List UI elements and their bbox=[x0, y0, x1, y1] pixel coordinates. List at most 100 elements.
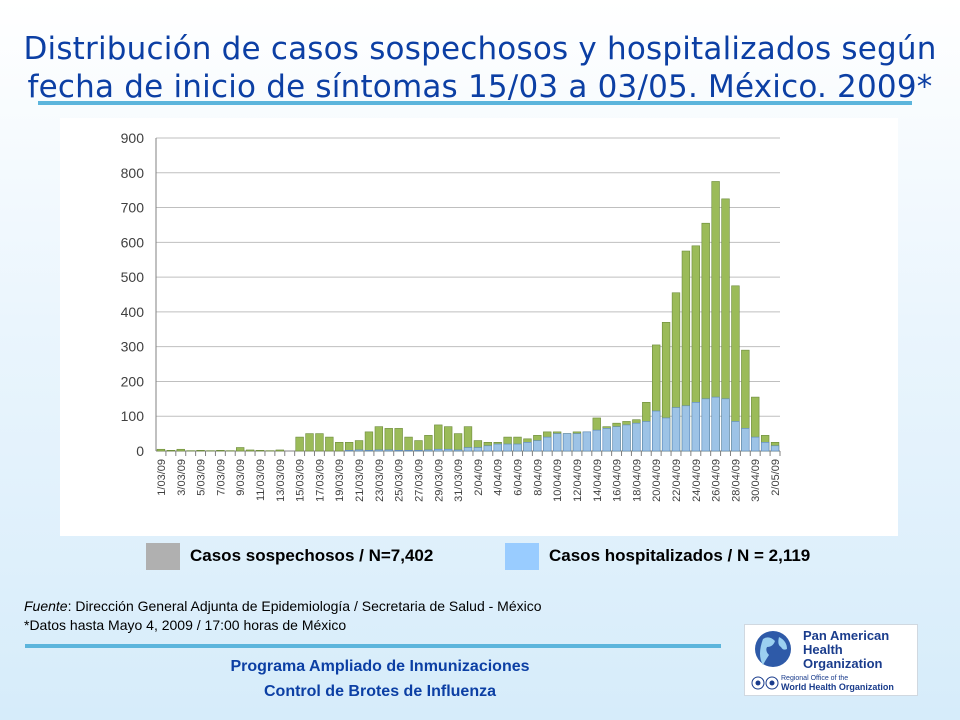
bar-hospitalized bbox=[770, 445, 780, 452]
x-tick-label: 31/03/09 bbox=[453, 459, 465, 502]
bar-hospitalized bbox=[602, 428, 611, 452]
bar-hospitalized bbox=[741, 428, 750, 452]
bar-suspected bbox=[275, 449, 284, 452]
x-tick-label: 23/03/09 bbox=[374, 459, 386, 502]
bar-hospitalized bbox=[701, 398, 710, 452]
bar-hospitalized bbox=[543, 436, 552, 452]
y-tick-label: 800 bbox=[121, 165, 145, 181]
bar-hospitalized bbox=[473, 447, 483, 452]
logo-name-line-1: Pan American bbox=[803, 628, 890, 643]
bar-suspected bbox=[434, 424, 443, 452]
legend-swatch-hospitalized bbox=[505, 542, 539, 570]
footer-subtitle: Control de Brotes de Influenza bbox=[263, 683, 496, 700]
data-cutoff-note: *Datos hasta Mayo 4, 2009 / 17:00 horas … bbox=[24, 617, 347, 633]
source-line: Fuente: Dirección General Adjunta de Epi… bbox=[24, 597, 724, 616]
bar-suspected bbox=[414, 440, 423, 452]
x-tick-label: 3/03/09 bbox=[176, 459, 188, 496]
legend-label-hospitalized: Casos hospitalizados / N = 2,119 bbox=[549, 546, 811, 565]
bar-hospitalized bbox=[751, 436, 760, 452]
bar-suspected bbox=[344, 442, 354, 452]
footer: Programa Ampliado de Inmunizaciones Cont… bbox=[130, 654, 630, 704]
footer-program: Programa Ampliado de Inmunizaciones bbox=[230, 658, 530, 675]
x-tick-label: 4/04/09 bbox=[493, 459, 505, 496]
bar-hospitalized bbox=[552, 433, 562, 452]
bar-hospitalized bbox=[394, 450, 403, 452]
bar-hospitalized bbox=[374, 449, 384, 452]
bar-hospitalized bbox=[721, 398, 730, 452]
logo-wordmark: Pan American Health Organization bbox=[803, 629, 889, 671]
bar-suspected bbox=[424, 435, 433, 452]
bar-suspected bbox=[255, 450, 265, 452]
x-tick-label: 26/04/09 bbox=[711, 459, 723, 502]
bar-hospitalized bbox=[533, 440, 542, 452]
x-tick-label: 9/03/09 bbox=[235, 459, 247, 496]
bar-suspected bbox=[236, 447, 245, 452]
source-text: : Dirección General Adjunta de Epidemiol… bbox=[67, 598, 542, 614]
bar-hospitalized bbox=[582, 431, 592, 452]
x-tick-label: 21/03/09 bbox=[354, 459, 366, 502]
legend-suspected: Casos sospechosos / N=7,402 bbox=[146, 542, 433, 570]
bar-hospitalized bbox=[711, 396, 720, 452]
x-tick-label: 25/03/09 bbox=[394, 459, 406, 502]
bar-hospitalized bbox=[444, 448, 453, 452]
bar-suspected bbox=[166, 450, 176, 452]
bar-hospitalized bbox=[414, 450, 423, 452]
x-tick-label: 30/04/09 bbox=[750, 459, 762, 502]
bar-chart: 0 100 200 300 400 500 600 700 800 900 1/03/09 3/03/… bbox=[121, 130, 782, 502]
bar-hospitalized bbox=[344, 450, 354, 452]
bar-suspected bbox=[384, 428, 393, 452]
bar-hospitalized bbox=[612, 426, 621, 452]
x-tick-label: 15/03/09 bbox=[295, 459, 307, 502]
bar-hospitalized bbox=[513, 443, 522, 452]
bar-hospitalized bbox=[681, 405, 691, 452]
y-tick-label: 500 bbox=[121, 269, 145, 285]
x-tick-label: 12/04/09 bbox=[572, 459, 584, 502]
logo-sub-line-1: Regional Office of the bbox=[781, 675, 849, 682]
bar-hospitalized bbox=[463, 447, 473, 452]
x-tick-label: 10/04/09 bbox=[552, 459, 564, 502]
bar-hospitalized bbox=[661, 417, 671, 452]
bar-suspected bbox=[176, 448, 185, 452]
logo-name-line-2: Health bbox=[803, 642, 843, 657]
x-tick-label: 13/03/09 bbox=[275, 459, 287, 502]
x-tick-label: 2/05/09 bbox=[770, 459, 782, 496]
x-tick-label: 1/03/09 bbox=[156, 459, 168, 496]
x-tick-label: 18/04/09 bbox=[631, 459, 643, 502]
y-tick-label: 100 bbox=[121, 408, 145, 424]
bar-suspected bbox=[335, 442, 344, 452]
x-tick-label: 5/03/09 bbox=[196, 459, 208, 496]
y-tick-label: 600 bbox=[121, 234, 145, 250]
bar-suspected bbox=[354, 440, 364, 452]
bar-suspected bbox=[404, 436, 413, 452]
bar-suspected bbox=[196, 450, 205, 452]
bar-hospitalized bbox=[493, 443, 502, 452]
bar-suspected bbox=[364, 431, 374, 452]
bar-hospitalized bbox=[731, 421, 740, 452]
x-tick-label: 7/03/09 bbox=[215, 459, 227, 496]
bar-hospitalized bbox=[384, 449, 393, 452]
bar-hospitalized bbox=[642, 421, 651, 452]
x-tick-label: 11/03/09 bbox=[255, 459, 267, 501]
legend-label-suspected: Casos sospechosos / N=7,402 bbox=[190, 546, 434, 565]
title-underline bbox=[38, 101, 912, 105]
bar-suspected bbox=[295, 436, 304, 452]
x-tick-label: 22/04/09 bbox=[671, 459, 683, 502]
bar-hospitalized bbox=[453, 449, 463, 452]
footer-underline bbox=[25, 644, 721, 648]
bar-hospitalized bbox=[632, 422, 641, 452]
x-tick-label: 19/03/09 bbox=[334, 459, 346, 502]
bar-hospitalized bbox=[354, 449, 364, 452]
bar-suspected bbox=[325, 436, 334, 452]
bar-hospitalized bbox=[483, 445, 492, 452]
x-tick-label: 2/04/09 bbox=[473, 459, 485, 496]
x-tick-label: 6/04/09 bbox=[513, 459, 525, 496]
y-tick-label: 200 bbox=[121, 373, 145, 389]
bar-suspected bbox=[305, 433, 314, 452]
x-tick-label: 17/03/09 bbox=[314, 459, 326, 502]
title-line-2: fecha de inicio de síntomas 15/03 a 03/0… bbox=[27, 69, 933, 105]
bar-hospitalized bbox=[523, 442, 532, 452]
bar-hospitalized bbox=[364, 450, 374, 452]
bar-suspected bbox=[156, 448, 166, 452]
bar-suspected bbox=[453, 433, 463, 452]
bar-suspected bbox=[374, 426, 384, 452]
